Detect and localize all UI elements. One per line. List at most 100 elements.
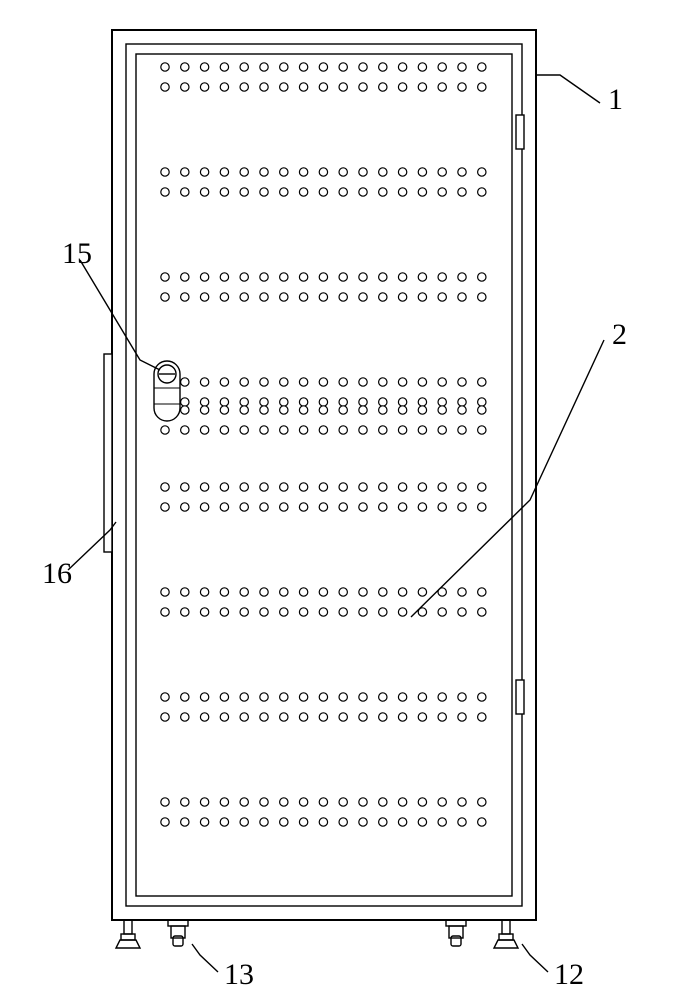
vent-hole [418, 588, 426, 596]
callout-label: 1 [608, 83, 623, 116]
vent-hole [240, 378, 248, 386]
hinge [516, 115, 524, 149]
vent-hole [181, 483, 189, 491]
vent-hole [161, 818, 169, 826]
vent-hole [339, 63, 347, 71]
vent-hole [458, 426, 466, 434]
vent-hole [220, 63, 228, 71]
vent-hole [438, 713, 446, 721]
vent-hole [478, 713, 486, 721]
vent-hole [200, 588, 208, 596]
vent-hole [339, 188, 347, 196]
caster-wheel [446, 920, 466, 946]
vent-hole [319, 503, 327, 511]
vent-holes-group [161, 63, 486, 826]
vent-hole [398, 273, 406, 281]
vent-hole [379, 188, 387, 196]
vent-hole [398, 83, 406, 91]
vent-hole [398, 398, 406, 406]
callout-12: 12 [522, 944, 584, 991]
vent-hole [398, 63, 406, 71]
callout-label: 12 [554, 958, 584, 991]
vent-hole [200, 398, 208, 406]
vent-hole [478, 273, 486, 281]
vent-hole [379, 63, 387, 71]
vent-hole [458, 608, 466, 616]
vent-hole [359, 798, 367, 806]
vent-hole [240, 168, 248, 176]
vent-hole [200, 293, 208, 301]
vent-hole [418, 83, 426, 91]
vent-hole [200, 818, 208, 826]
vent-hole [299, 293, 307, 301]
vent-hole [319, 398, 327, 406]
vent-hole [398, 426, 406, 434]
vent-hole [299, 168, 307, 176]
vent-hole [458, 798, 466, 806]
vent-hole [161, 713, 169, 721]
vent-hole [339, 273, 347, 281]
vent-hole [379, 83, 387, 91]
vent-hole [438, 83, 446, 91]
vent-hole [339, 503, 347, 511]
vent-hole [299, 83, 307, 91]
vent-hole [260, 693, 268, 701]
vent-hole [478, 426, 486, 434]
vent-hole [379, 293, 387, 301]
callout-label: 2 [612, 318, 627, 351]
vent-hole [299, 693, 307, 701]
callout-leader [522, 944, 548, 972]
vent-hole [418, 273, 426, 281]
vent-hole [240, 483, 248, 491]
vent-hole [200, 608, 208, 616]
vent-hole [359, 168, 367, 176]
vent-hole [200, 798, 208, 806]
vent-hole [319, 273, 327, 281]
vent-hole [200, 168, 208, 176]
vent-hole [299, 608, 307, 616]
vent-hole [418, 398, 426, 406]
vent-hole [319, 63, 327, 71]
vent-hole [339, 713, 347, 721]
vent-hole [458, 588, 466, 596]
vent-hole [240, 713, 248, 721]
vent-hole [299, 713, 307, 721]
vent-hole [458, 818, 466, 826]
door-latch-bar [104, 354, 112, 552]
vent-hole [181, 398, 189, 406]
vent-hole [398, 818, 406, 826]
callout-label: 13 [224, 958, 254, 991]
vent-hole [359, 188, 367, 196]
vent-hole [220, 503, 228, 511]
vent-hole [280, 693, 288, 701]
leveling-foot [494, 920, 518, 948]
vent-hole [220, 273, 228, 281]
cabinet-door[interactable] [136, 54, 512, 896]
vent-hole [339, 168, 347, 176]
vent-hole [418, 426, 426, 434]
vent-hole [200, 503, 208, 511]
vent-hole [280, 378, 288, 386]
vent-hole [359, 83, 367, 91]
vent-hole [438, 798, 446, 806]
vent-hole [379, 273, 387, 281]
vent-hole [398, 168, 406, 176]
vent-hole [161, 63, 169, 71]
vent-hole [260, 588, 268, 596]
vent-hole [478, 293, 486, 301]
vent-hole [478, 406, 486, 414]
door-lock[interactable] [154, 361, 180, 421]
vent-hole [220, 588, 228, 596]
vent-hole [220, 188, 228, 196]
vent-hole [280, 293, 288, 301]
vent-hole [458, 293, 466, 301]
vent-hole [319, 406, 327, 414]
vent-hole [398, 293, 406, 301]
vent-hole [220, 608, 228, 616]
vent-hole [220, 713, 228, 721]
vent-hole [299, 398, 307, 406]
vent-hole [478, 188, 486, 196]
vent-hole [280, 188, 288, 196]
vent-hole [181, 588, 189, 596]
vent-hole [438, 378, 446, 386]
